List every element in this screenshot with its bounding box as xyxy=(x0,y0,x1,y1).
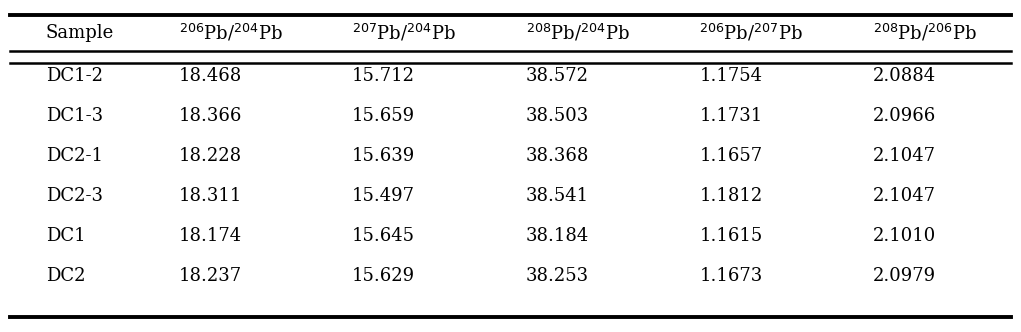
Text: 2.0979: 2.0979 xyxy=(873,267,936,285)
Text: 18.228: 18.228 xyxy=(179,147,242,165)
Text: 15.629: 15.629 xyxy=(352,267,416,285)
Text: DC1: DC1 xyxy=(46,227,86,245)
Text: 1.1754: 1.1754 xyxy=(699,67,763,85)
Text: 15.497: 15.497 xyxy=(352,187,416,205)
Text: DC1-3: DC1-3 xyxy=(46,107,103,125)
Text: Sample: Sample xyxy=(46,24,114,42)
Text: $^{206}$Pb/$^{204}$Pb: $^{206}$Pb/$^{204}$Pb xyxy=(179,23,283,44)
Text: 2.1047: 2.1047 xyxy=(873,187,936,205)
Text: 38.368: 38.368 xyxy=(526,147,589,165)
Text: DC2-3: DC2-3 xyxy=(46,187,103,205)
Text: 38.572: 38.572 xyxy=(526,67,589,85)
Text: 18.311: 18.311 xyxy=(179,187,242,205)
Text: 15.659: 15.659 xyxy=(352,107,416,125)
Text: 2.1010: 2.1010 xyxy=(873,227,936,245)
Text: 1.1673: 1.1673 xyxy=(699,267,763,285)
Text: $^{208}$Pb/$^{206}$Pb: $^{208}$Pb/$^{206}$Pb xyxy=(873,23,977,44)
Text: 1.1615: 1.1615 xyxy=(699,227,763,245)
Text: 15.645: 15.645 xyxy=(352,227,416,245)
Text: DC1-2: DC1-2 xyxy=(46,67,103,85)
Text: 18.174: 18.174 xyxy=(179,227,242,245)
Text: 1.1731: 1.1731 xyxy=(699,107,763,125)
Text: DC2: DC2 xyxy=(46,267,86,285)
Text: 1.1657: 1.1657 xyxy=(699,147,763,165)
Text: 38.184: 38.184 xyxy=(526,227,589,245)
Text: 2.0966: 2.0966 xyxy=(873,107,936,125)
Text: 2.1047: 2.1047 xyxy=(873,147,936,165)
Text: $^{208}$Pb/$^{204}$Pb: $^{208}$Pb/$^{204}$Pb xyxy=(526,23,630,44)
Text: 2.0884: 2.0884 xyxy=(873,67,936,85)
Text: 18.468: 18.468 xyxy=(179,67,242,85)
Text: DC2-1: DC2-1 xyxy=(46,147,103,165)
Text: 38.503: 38.503 xyxy=(526,107,589,125)
Text: 15.639: 15.639 xyxy=(352,147,416,165)
Text: 18.366: 18.366 xyxy=(179,107,242,125)
Text: 38.253: 38.253 xyxy=(526,267,589,285)
Text: 38.541: 38.541 xyxy=(526,187,589,205)
Text: $^{207}$Pb/$^{204}$Pb: $^{207}$Pb/$^{204}$Pb xyxy=(352,23,456,44)
Text: 1.1812: 1.1812 xyxy=(699,187,763,205)
Text: $^{206}$Pb/$^{207}$Pb: $^{206}$Pb/$^{207}$Pb xyxy=(699,23,804,44)
Text: 18.237: 18.237 xyxy=(179,267,242,285)
Text: 15.712: 15.712 xyxy=(352,67,416,85)
